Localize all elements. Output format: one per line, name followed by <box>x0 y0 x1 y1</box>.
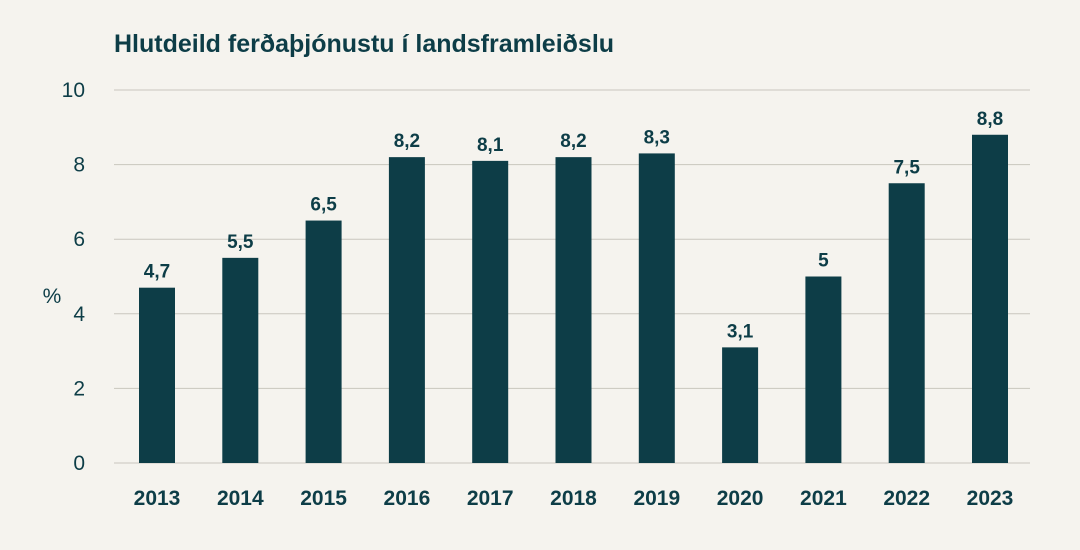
x-tick-label-2019: 2019 <box>633 487 680 510</box>
x-tick-label-2018: 2018 <box>550 487 597 510</box>
x-tick-label-2020: 2020 <box>717 487 764 510</box>
bar-2016 <box>388 157 425 463</box>
data-label-2019: 8,3 <box>644 127 670 148</box>
bar-2019 <box>638 153 675 463</box>
data-label-2013: 4,7 <box>144 262 170 283</box>
data-label-2014: 5,5 <box>227 232 254 253</box>
data-label-2015: 6,5 <box>310 195 337 216</box>
data-label-2018: 8,2 <box>560 131 586 152</box>
x-tick-label-2017: 2017 <box>467 487 514 510</box>
x-tick-label-2016: 2016 <box>384 487 431 510</box>
data-label-2021: 5 <box>818 251 829 272</box>
x-tick-label-2021: 2021 <box>800 487 847 510</box>
bar-2021 <box>805 276 842 463</box>
y-axis-ticks: 0 2 4 6 8 10 <box>62 79 86 475</box>
data-label-2023: 8,8 <box>977 109 1003 130</box>
chart-title: Hlutdeild ferðaþjónustu í landsframleiðs… <box>114 30 615 58</box>
bar-2020 <box>722 347 759 463</box>
bar-2013 <box>139 287 175 463</box>
y-tick-label: 4 <box>73 303 85 326</box>
bars <box>139 134 1008 463</box>
x-tick-label-2023: 2023 <box>967 487 1014 510</box>
bar-2022 <box>888 183 925 463</box>
data-labels: 4,7 5,5 6,5 8,2 8,1 8,2 8,3 3,1 5 7,5 8,8 <box>144 109 1003 343</box>
bar-2015 <box>305 220 342 463</box>
y-tick-label: 6 <box>73 228 85 251</box>
bar-2023 <box>972 134 1008 463</box>
x-axis-labels: 2013 2014 2015 2016 2017 2018 2019 2020 2021 2022… <box>134 487 1014 510</box>
y-tick-label: 2 <box>73 377 85 400</box>
data-label-2020: 3,1 <box>727 321 754 342</box>
x-tick-label-2013: 2013 <box>134 487 181 510</box>
data-label-2016: 8,2 <box>394 131 420 152</box>
y-tick-label: 0 <box>73 452 85 475</box>
y-tick-label: 10 <box>62 79 85 102</box>
bar-2014 <box>222 257 259 463</box>
bar-2017 <box>472 160 509 463</box>
x-tick-label-2014: 2014 <box>217 487 264 510</box>
x-tick-label-2022: 2022 <box>883 487 930 510</box>
y-axis-label: % <box>43 285 62 308</box>
x-tick-label-2015: 2015 <box>300 487 347 510</box>
bar-2018 <box>555 157 592 463</box>
data-label-2022: 7,5 <box>893 157 920 178</box>
data-label-2017: 8,1 <box>477 135 504 156</box>
y-tick-label: 8 <box>73 154 85 177</box>
